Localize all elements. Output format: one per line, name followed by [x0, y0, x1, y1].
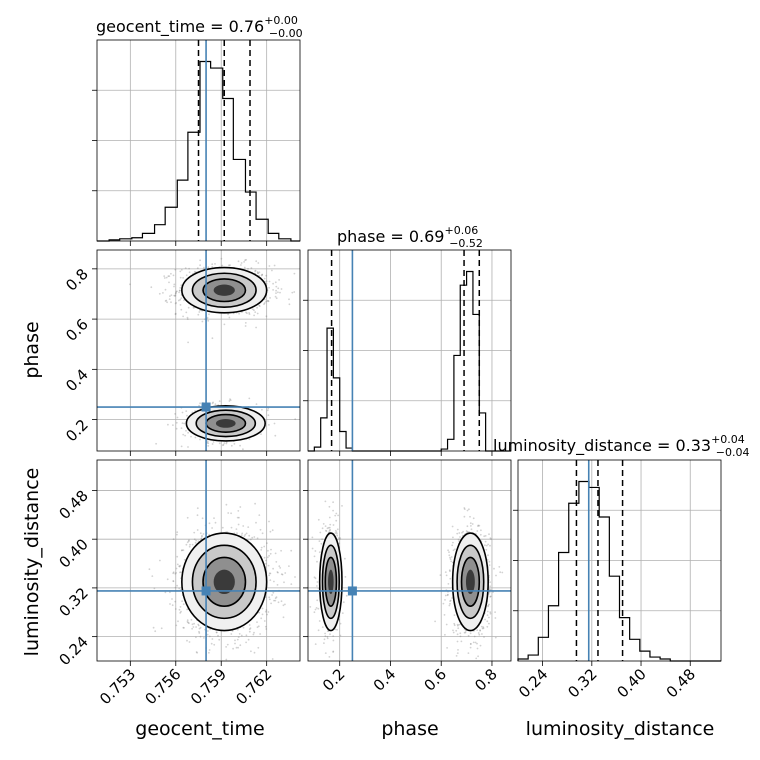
- y-tick-label: 0.40: [55, 535, 91, 571]
- phase-vs-geocent-time-panel: 0.2 0.4 0.6 0.8: [62, 249, 301, 456]
- y-tick-label: 0.6: [62, 315, 92, 345]
- y-tick-label: 0.24: [55, 633, 91, 669]
- density-contour: [213, 569, 235, 594]
- density-contour: [215, 418, 236, 428]
- x-tick-label: 0.32: [564, 665, 600, 701]
- density-contour: [465, 569, 475, 594]
- x-tick-label: 0.759: [187, 665, 230, 708]
- geocent-time-title: geocent_time = 0.76+0.00 −0.00: [96, 14, 303, 40]
- y-axis-label-luminosity-distance: luminosity_distance: [21, 468, 43, 657]
- y-tick-label: 0.48: [55, 487, 91, 523]
- x-tick-label: 0.8: [471, 665, 501, 695]
- y-tick-label: 0.2: [62, 416, 92, 446]
- histogram-geocent_time: [97, 60, 300, 242]
- truth-marker: [347, 586, 357, 596]
- x-tick-label: 0.4: [370, 665, 400, 695]
- y-tick-label: 0.4: [62, 365, 92, 395]
- x-axis-label-luminosity-distance: luminosity_distance: [526, 718, 715, 740]
- x-tick-label: 0.6: [420, 665, 450, 695]
- y-tick-label: 0.8: [62, 265, 92, 295]
- density-contour: [213, 284, 235, 296]
- x-tick-label: 0.756: [142, 665, 185, 708]
- y-tick-label: 0.32: [55, 584, 91, 620]
- x-tick-label: 0.48: [663, 665, 699, 701]
- luminosity-distance-histogram-panel: 0.24 0.32 0.40 0.48: [513, 459, 722, 701]
- histogram-luminosity_distance: [517, 480, 721, 662]
- x-tick-label: 0.40: [614, 665, 650, 701]
- luminosity-distance-title: luminosity_distance = 0.33+0.04 −0.04: [493, 433, 750, 459]
- x-tick-label: 0.24: [515, 665, 551, 701]
- density-contour: [328, 569, 334, 594]
- x-tick-label: 0.753: [96, 665, 139, 708]
- truth-marker: [201, 586, 211, 596]
- phase-title: phase = 0.69+0.06 −0.52: [337, 224, 483, 250]
- geocent-time-histogram-panel: [92, 39, 301, 246]
- x-tick-label: 0.2: [319, 665, 349, 695]
- luminosity-distance-vs-geocent-time-panel: 0.753 0.756 0.759 0.762 0.24 0.32 0.40 0.48: [55, 459, 301, 708]
- x-axis-label-geocent-time: geocent_time: [135, 718, 264, 740]
- phase-histogram-panel: [303, 249, 512, 456]
- histogram-phase: [308, 270, 511, 452]
- truth-marker: [201, 402, 211, 412]
- x-axis-label-phase: phase: [381, 718, 438, 740]
- luminosity-distance-vs-phase-panel: 0.2 0.4 0.6 0.8: [303, 459, 512, 695]
- x-tick-label: 0.762: [232, 665, 275, 708]
- y-axis-label-phase: phase: [21, 321, 43, 378]
